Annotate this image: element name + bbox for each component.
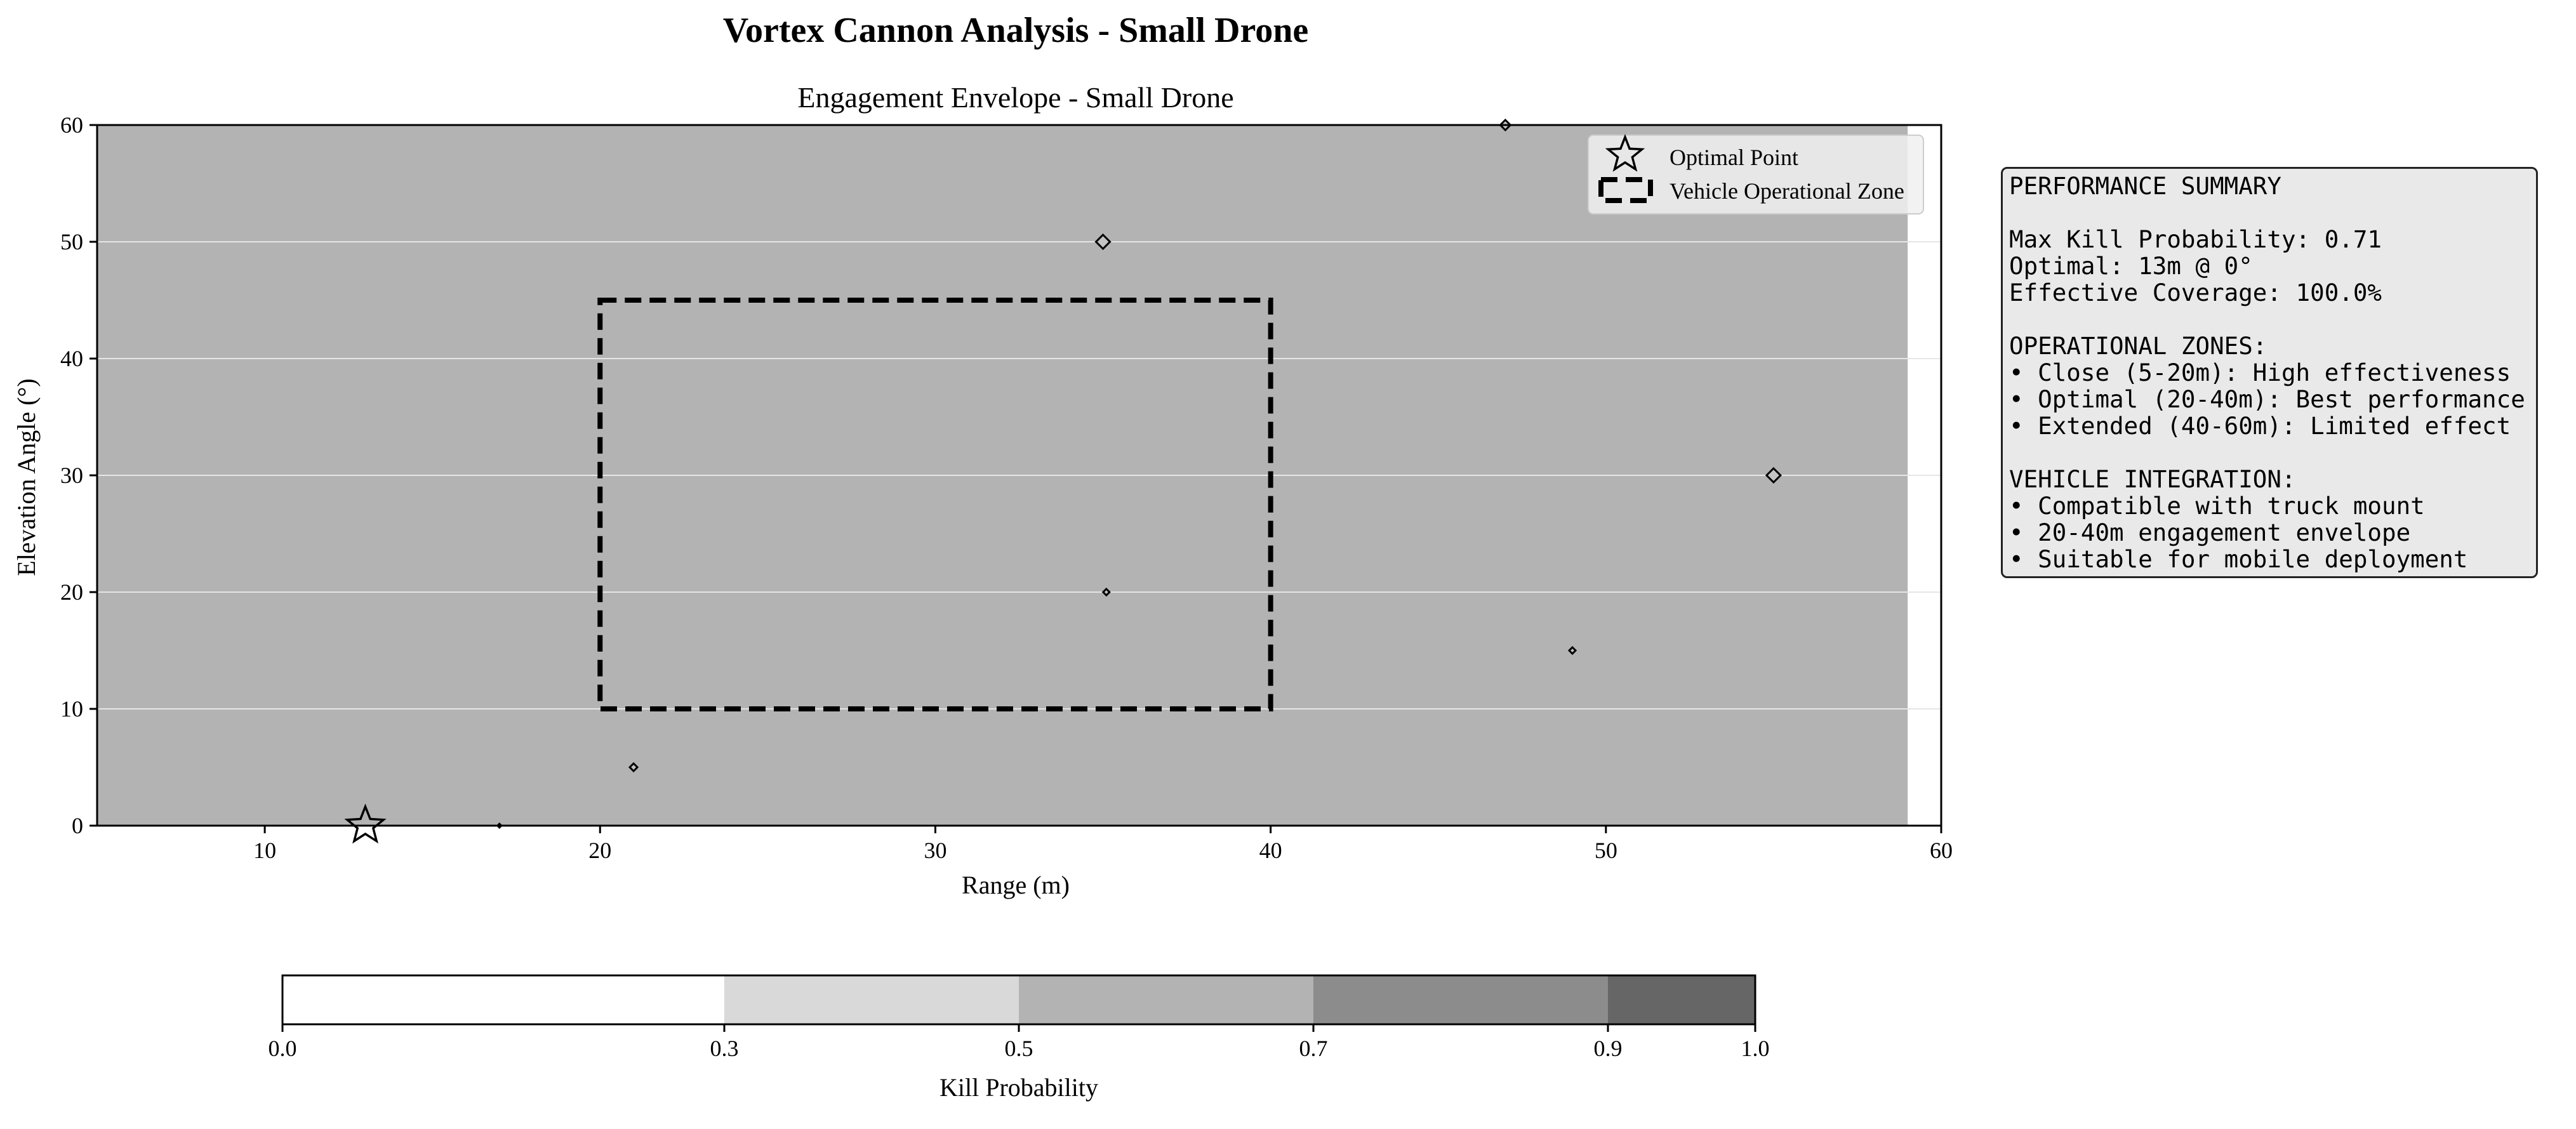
colorbar-segments	[282, 975, 1755, 1024]
legend-label-vehicle-zone: Vehicle Operational Zone	[1670, 178, 1904, 204]
summary-line: • Close (5-20m): High effectiveness	[2009, 359, 2511, 386]
contour-island	[1094, 233, 1112, 251]
x-tick-label: 30	[924, 838, 946, 863]
x-tick-label: 60	[1930, 838, 1953, 863]
plot-area	[96, 118, 1942, 844]
summary-line: Max Kill Probability: 0.71	[2009, 225, 2382, 253]
colorbar-tick-label: 0.0	[269, 1036, 297, 1061]
colorbar-tick-label: 0.3	[710, 1036, 739, 1061]
y-axis-ticks: 0 10 20 30 40 50 60	[60, 112, 97, 838]
legend: Optimal Point Vehicle Operational Zone	[1588, 134, 1924, 215]
x-tick-label: 40	[1259, 838, 1282, 863]
summary-line: • Extended (40-60m): Limited effect	[2009, 412, 2511, 440]
contour-island	[1567, 645, 1577, 656]
x-axis-label: Range (m)	[962, 871, 1070, 899]
colorbar-tick-label: 1.0	[1741, 1036, 1770, 1061]
colorbar-ticks: 0.0 0.3 0.5 0.7 0.9 1.0	[269, 1024, 1770, 1061]
y-tick-label: 20	[60, 579, 83, 605]
contour-island	[1765, 466, 1783, 484]
colorbar-tick-label: 0.9	[1594, 1036, 1623, 1061]
performance-summary-panel: PERFORMANCE SUMMARY Max Kill Probability:…	[2001, 167, 2538, 578]
legend-star-icon	[1605, 134, 1645, 172]
summary-line: Effective Coverage: 100.0%	[2009, 279, 2382, 307]
vehicle-operational-zone	[597, 298, 1273, 711]
summary-line: OPERATIONAL ZONES:	[2009, 332, 2267, 360]
contour-island	[1101, 587, 1111, 597]
legend-dashed-box-icon	[1598, 177, 1653, 203]
y-tick-label: 50	[60, 229, 83, 254]
colorbar-segment	[1313, 975, 1608, 1024]
x-tick-label: 50	[1595, 838, 1617, 863]
summary-line	[2009, 439, 2536, 466]
colorbar-segment	[1608, 975, 1755, 1024]
x-tick-label: 20	[588, 838, 611, 863]
colorbar-label: Kill Probability	[939, 1073, 1098, 1102]
x-axis-ticks: 10 20 30 40 50 60	[253, 826, 1953, 863]
figure-title: Vortex Cannon Analysis - Small Drone	[723, 11, 1309, 50]
summary-line: PERFORMANCE SUMMARY	[2009, 172, 2281, 200]
colorbar-segment	[282, 975, 724, 1024]
contour-island	[628, 762, 639, 773]
colorbar-tick-label: 0.7	[1299, 1036, 1328, 1061]
y-tick-label: 10	[60, 696, 83, 722]
summary-line: • 20-40m engagement envelope	[2009, 518, 2411, 546]
summary-line: • Optimal (20-40m): Best performance	[2009, 385, 2525, 413]
axes-title: Engagement Envelope - Small Drone	[797, 81, 1233, 114]
y-tick-label: 30	[60, 463, 83, 488]
colorbar-tick-label: 0.5	[1005, 1036, 1033, 1061]
y-axis-label: Elevation Angle (°)	[12, 378, 41, 576]
summary-line: Optimal: 13m @ 0°	[2009, 252, 2253, 280]
summary-line: • Suitable for mobile deployment	[2009, 545, 2468, 573]
y-tick-label: 0	[72, 813, 83, 838]
optimal-point-star-icon	[344, 803, 387, 844]
x-tick-label: 10	[253, 838, 276, 863]
legend-label-optimal-point: Optimal Point	[1670, 145, 1798, 170]
legend-box	[1588, 135, 1924, 215]
summary-line: • Compatible with truck mount	[2009, 492, 2425, 520]
summary-line	[2009, 306, 2536, 333]
colorbar: 0.0 0.3 0.5 0.7 0.9 1.0 Kill Probability	[269, 974, 1770, 1102]
colorbar-segment	[1019, 975, 1313, 1024]
summary-line: VEHICLE INTEGRATION:	[2009, 465, 2296, 493]
y-tick-label: 40	[60, 346, 83, 371]
summary-line	[2009, 199, 2536, 226]
y-tick-label: 60	[60, 112, 83, 138]
colorbar-segment	[724, 975, 1019, 1024]
